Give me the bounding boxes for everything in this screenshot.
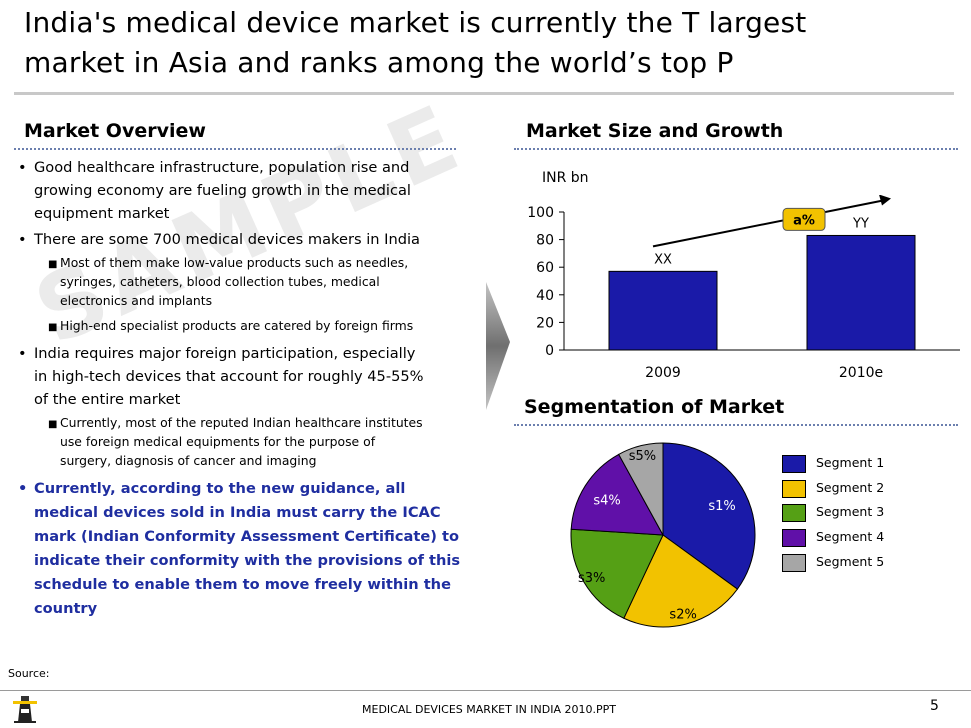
bullet-dot: •	[18, 345, 27, 362]
bullet-2-line-1: There are some 700 medical devices maker…	[34, 231, 420, 248]
bullet-dot: •	[18, 231, 27, 248]
sub-bullet-3-line-3: surgery, diagnosis of cancer and imaging	[60, 453, 317, 468]
bar-data-label: XX	[654, 252, 672, 267]
y-tick-label: 80	[536, 233, 554, 249]
bar-2010e	[806, 234, 916, 351]
footer-filename: MEDICAL DEVICES MARKET IN INDIA 2010.PPT	[362, 703, 616, 716]
market-overview-heading: Market Overview	[24, 120, 206, 142]
legend-label: Segment 2	[816, 480, 885, 495]
legend-swatch	[782, 455, 806, 473]
y-tick-label: 20	[536, 315, 554, 331]
x-tick-label: 2009	[645, 365, 681, 381]
sub-bullet-1-line-1: Most of them make low-value products suc…	[60, 255, 409, 270]
y-axis-unit-label: INR bn	[542, 170, 589, 186]
pie-slice-segment-1	[662, 442, 756, 590]
bullet-dot: •	[18, 480, 28, 497]
pie-slice-segment-3	[570, 528, 664, 619]
pie-slice-segment-5	[617, 442, 664, 536]
bullet-1-line-1: Good healthcare infrastructure, populati…	[34, 159, 410, 176]
bullet-dot: •	[18, 159, 27, 176]
y-tick-label: 60	[536, 260, 554, 276]
market-size-divider	[514, 148, 958, 150]
legend-label: Segment 5	[816, 554, 885, 569]
sub-bullet-square: ■	[48, 419, 58, 430]
source-label: Source:	[8, 667, 50, 680]
bar-chart: 0 20 40 60 80 100 XX 2009 YY 2010e a%	[527, 195, 960, 381]
growth-arrow-line	[652, 199, 884, 248]
pie-slice-label: s2%	[669, 607, 696, 622]
bullet-4-line-6: country	[34, 600, 98, 617]
pie-slice-label: s3%	[578, 571, 605, 586]
bar-2009	[608, 270, 718, 351]
pie-slice-segment-4	[570, 453, 664, 536]
lighthouse-logo-icon	[13, 696, 37, 723]
y-tick-label: 0	[545, 343, 554, 359]
pie-legend: Segment 1 Segment 2 Segment 3 Segment 4 …	[782, 455, 932, 585]
pie-slice-label: s4%	[593, 494, 620, 509]
bullet-4-line-1: Currently, according to the new guidance…	[34, 480, 406, 497]
y-tick-label: 40	[536, 288, 554, 304]
sub-bullet-1-line-2: syringes, catheters, blood collection tu…	[60, 274, 380, 289]
legend-label: Segment 3	[816, 504, 885, 519]
segmentation-divider	[514, 424, 958, 426]
pie-slice-label: s1%	[708, 499, 735, 514]
legend-label: Segment 1	[816, 455, 885, 470]
sub-bullet-2-line-1: High-end specialist products are catered…	[60, 318, 414, 333]
x-tick-label: 2010e	[839, 365, 883, 381]
sub-bullet-3-line-2: use foreign medical equipments for the p…	[60, 434, 376, 449]
bullet-3-line-2: in high-tech devices that account for ro…	[34, 368, 424, 385]
chevron-arrow-icon	[486, 282, 510, 410]
legend-swatch	[782, 504, 806, 522]
sub-bullet-3-line-1: Currently, most of the reputed Indian he…	[60, 415, 423, 430]
legend-swatch	[782, 554, 806, 572]
legend-swatch	[782, 480, 806, 498]
bar-data-label: YY	[852, 216, 869, 231]
sub-bullet-square: ■	[48, 259, 58, 270]
legend-label: Segment 4	[816, 529, 885, 544]
bullet-4-line-4: indicate their conformity with the provi…	[34, 552, 461, 569]
y-tick-label: 100	[527, 205, 554, 221]
sub-bullet-1-line-3: electronics and implants	[60, 293, 213, 308]
sub-bullet-square: ■	[48, 322, 58, 333]
slide-title-line-1: India's medical device market is current…	[24, 6, 807, 39]
footer-divider	[0, 690, 971, 691]
bullet-4-line-2: medical devices sold in India must carry…	[34, 504, 441, 521]
bullet-4-line-5: schedule to enable them to move freely w…	[34, 576, 451, 593]
bullet-3-line-1: India requires major foreign participati…	[34, 345, 416, 362]
legend-swatch	[782, 529, 806, 547]
market-size-heading: Market Size and Growth	[526, 120, 784, 142]
pie-chart: s1% s2% s3% s4% s5%	[570, 442, 756, 628]
page-number: 5	[930, 698, 939, 714]
segmentation-heading: Segmentation of Market	[524, 396, 785, 418]
bullet-4-line-3: mark (Indian Conformity Assessment Certi…	[34, 528, 459, 545]
title-area: India's medical device market is current…	[14, 2, 954, 95]
slide-title-line-2: market in Asia and ranks among the world…	[24, 46, 734, 79]
growth-arrow-head	[879, 195, 891, 206]
bullet-3-line-3: of the entire market	[34, 391, 181, 408]
overview-divider	[14, 148, 456, 150]
growth-badge-label: a%	[793, 213, 815, 228]
growth-badge	[782, 207, 826, 231]
bullet-1-line-2: growing economy are fueling growth in th…	[34, 182, 411, 199]
pie-slice-label: s5%	[629, 449, 656, 464]
bullet-1-line-3: equipment market	[34, 205, 170, 222]
